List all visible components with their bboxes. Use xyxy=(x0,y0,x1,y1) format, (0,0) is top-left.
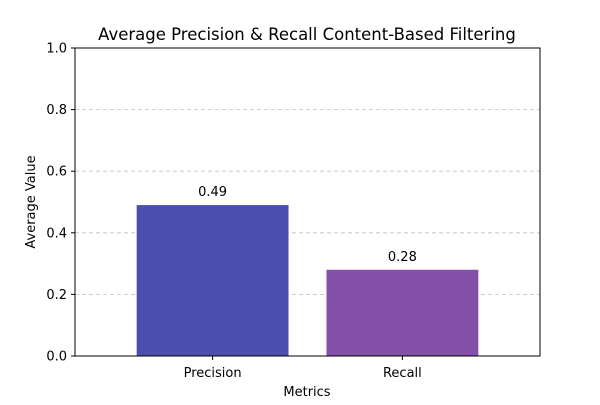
bar-recall xyxy=(326,269,479,356)
y-tick-label: 0.8 xyxy=(46,103,67,118)
data-label-precision: 0.49 xyxy=(198,185,227,200)
x-tick-label-recall: Recall xyxy=(383,366,422,381)
bars xyxy=(136,205,479,356)
y-axis-ticks: 0.0 0.2 0.4 0.6 0.8 1.0 xyxy=(46,42,75,365)
plot-frame xyxy=(74,47,541,357)
y-tick-label: 0.6 xyxy=(46,165,67,180)
x-tick-label-precision: Precision xyxy=(184,366,242,381)
x-axis-label: Metrics xyxy=(283,385,330,400)
y-tick-label: 0.4 xyxy=(46,226,67,241)
chart-title: Average Precision & Recall Content-Based… xyxy=(98,25,516,44)
bar-precision xyxy=(136,205,289,356)
data-labels: 0.49 0.28 xyxy=(198,185,417,265)
x-axis-ticks: Precision Recall xyxy=(184,356,422,381)
y-tick-label: 0.0 xyxy=(46,350,67,365)
y-axis-label: Average Value xyxy=(24,155,39,248)
y-tick-label: 1.0 xyxy=(46,42,67,57)
y-tick-label: 0.2 xyxy=(46,288,67,303)
data-label-recall: 0.28 xyxy=(388,250,417,265)
